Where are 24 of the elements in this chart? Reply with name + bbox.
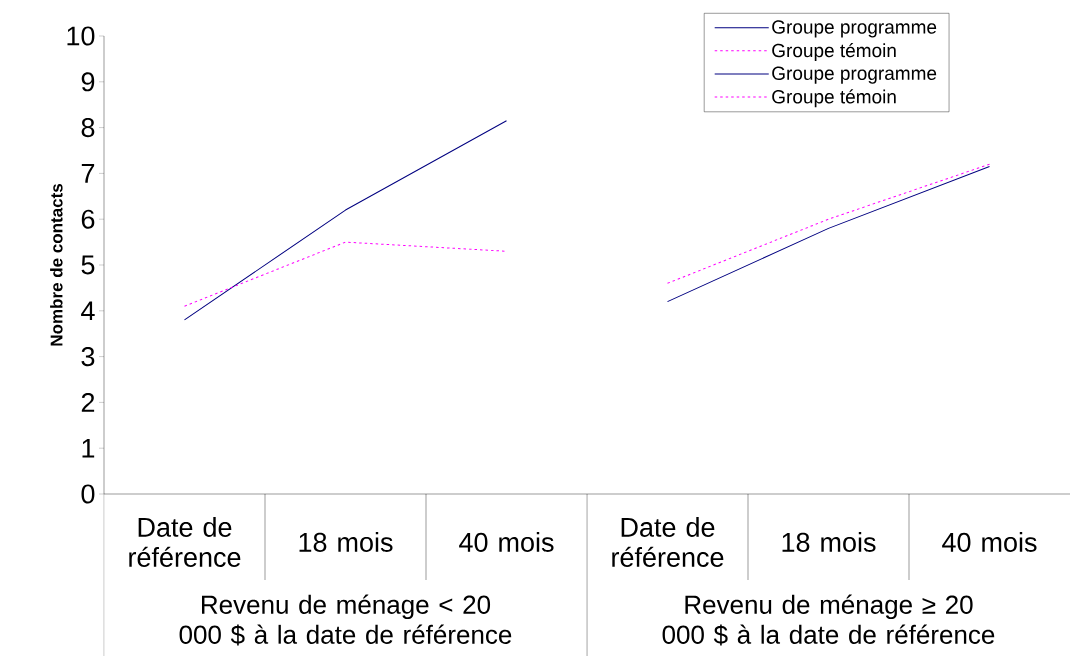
y-tick-label: 3: [81, 347, 95, 367]
y-tick-label: 6: [81, 209, 95, 229]
y-tick-label: 7: [81, 164, 95, 183]
y-tick-label: 5: [81, 255, 95, 275]
y-tick-label: 2: [81, 392, 95, 412]
legend-label: Groupe témoin: [772, 43, 896, 61]
y-tick-label: 8: [81, 118, 95, 138]
x-tick-label: Date de référence: [612, 517, 724, 567]
y-tick-label: 0: [81, 484, 95, 504]
legend-label: Groupe programme: [772, 20, 937, 38]
x-tick-label: 18 mois: [782, 532, 876, 552]
text: Revenu de ménage < 20 000 $ à la date de référence: [179, 594, 512, 646]
y-tick-label: 4: [81, 301, 95, 321]
x-tick-label: 18 mois: [299, 532, 393, 552]
legend-label: Groupe témoin: [772, 89, 896, 108]
y-axis-title: Nombre de contacts: [50, 184, 63, 346]
y-tick-label: 1: [82, 438, 95, 458]
y-tick-label: 10: [67, 26, 95, 46]
text: Revenu de ménage ≥ 20 000 $ à la date de référence: [662, 594, 995, 646]
y-tick-label: 9: [81, 72, 95, 92]
x-tick-label: 40 mois: [459, 532, 554, 552]
x-tick-label: 40 mois: [942, 532, 1037, 552]
legend-label: Groupe programme: [772, 66, 937, 84]
x-tick-label: Date de référence: [129, 517, 241, 567]
